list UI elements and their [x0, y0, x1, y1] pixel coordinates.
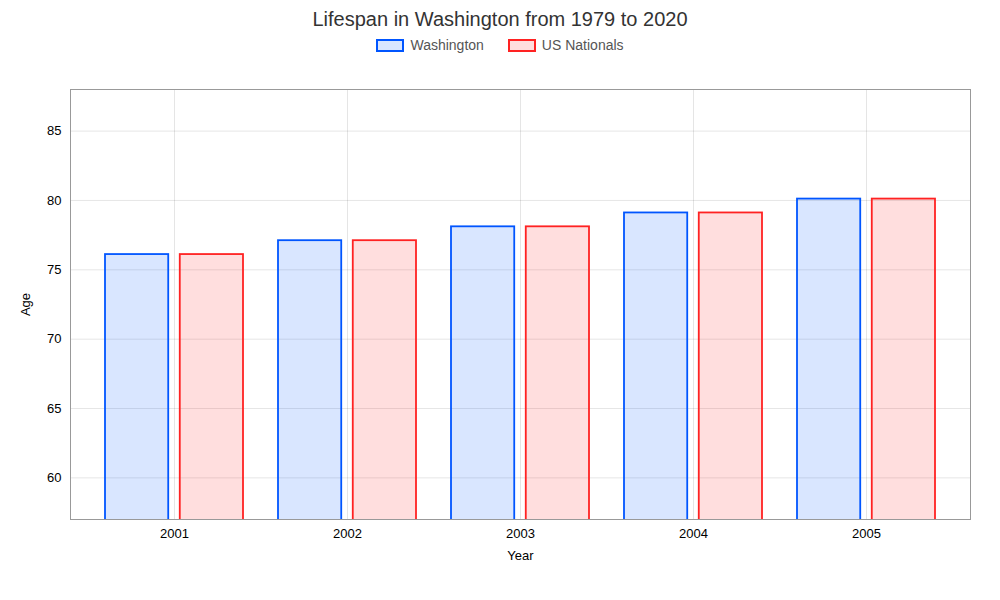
svg-text:85: 85 — [47, 123, 61, 138]
svg-text:Age: Age — [18, 293, 33, 316]
html-text:Lifespan in Washington from 19: Lifespan in Washington from 1979 to 2020 — [312, 8, 688, 30]
svg-text:75: 75 — [47, 262, 61, 277]
svg-text:70: 70 — [47, 331, 61, 346]
html-text:Washington: Washington — [410, 37, 484, 53]
svg-text:2004: 2004 — [679, 526, 708, 541]
svg-text:2005: 2005 — [852, 526, 881, 541]
svg-text:60: 60 — [47, 470, 61, 485]
svg-text:Year: Year — [507, 548, 534, 563]
svg-text:80: 80 — [47, 193, 61, 208]
svg-text:2003: 2003 — [506, 526, 535, 541]
svg-text:65: 65 — [47, 401, 61, 416]
svg-text:2002: 2002 — [333, 526, 362, 541]
svg-text:2001: 2001 — [160, 526, 189, 541]
html-text:US Nationals: US Nationals — [541, 37, 624, 53]
